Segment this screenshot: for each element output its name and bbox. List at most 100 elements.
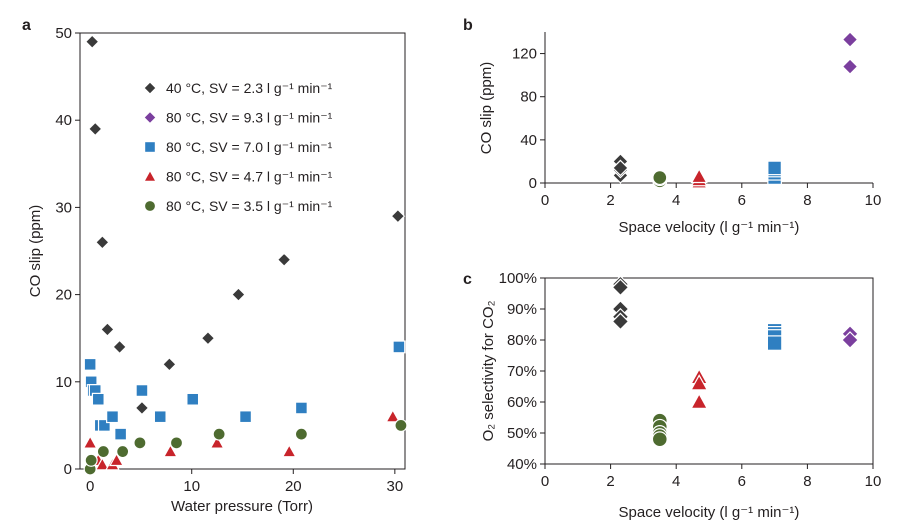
panel-c-x-tick-label: 10 xyxy=(865,473,882,490)
panel-a-point-s40 xyxy=(112,339,127,355)
panel-a-frame xyxy=(79,32,406,470)
panel-b-x-tick-label: 6 xyxy=(738,192,746,209)
panel-b-y-tick-label: 40 xyxy=(520,132,537,149)
panel-a-x-label: Water pressure (Torr) xyxy=(171,498,313,515)
panel-a-y-tick-label: 10 xyxy=(55,374,72,391)
panel-b-x-tick-label: 10 xyxy=(865,192,882,209)
panel-a-point-s47 xyxy=(82,435,98,449)
panel-a-point-s47 xyxy=(385,408,401,423)
panel-b-y-label: CO slip (ppm) xyxy=(478,62,495,155)
panel-c-y-tick-label: 60% xyxy=(507,394,537,411)
panel-c-y-tick-label: 90% xyxy=(507,301,537,318)
panel-a-y-tick-label: 50 xyxy=(55,25,72,42)
panel-a-point-s47 xyxy=(109,452,125,467)
panel-a-point-s40 xyxy=(100,322,115,337)
legend-marker-s47 xyxy=(142,169,158,182)
panel-b-x-tick-label: 0 xyxy=(541,192,549,209)
panel-b-point-s70 xyxy=(767,160,782,176)
panel-a-point-s70 xyxy=(186,392,200,406)
legend-marker-s70 xyxy=(144,141,157,154)
panel-b-x-tick-label: 8 xyxy=(803,192,811,209)
panel-b-x-tick-label: 4 xyxy=(672,192,680,209)
legend-label-s93: 80 °C, SV = 9.3 l g⁻¹ min⁻¹ xyxy=(166,110,333,126)
panel-b-point-s93 xyxy=(841,58,859,75)
panel-a-point-s40 xyxy=(162,357,177,372)
panel-a-point-s40 xyxy=(231,287,246,302)
panel-c-x-tick-label: 2 xyxy=(606,473,614,490)
panel-a-point-s40 xyxy=(134,400,150,416)
legend-label-s47: 80 °C, SV = 4.7 l g⁻¹ min⁻¹ xyxy=(166,169,333,185)
legend-label-s70: 80 °C, SV = 7.0 l g⁻¹ min⁻¹ xyxy=(166,139,333,155)
panel-label-b: b xyxy=(463,17,473,34)
panel-a-point-s35 xyxy=(169,436,184,450)
legend-marker-s35 xyxy=(143,199,157,213)
panel-a-point-s35 xyxy=(212,427,226,441)
panel-a-point-s70 xyxy=(239,410,252,424)
panel-a-point-s70 xyxy=(135,384,149,397)
panel-c-point-s35 xyxy=(651,431,668,448)
panel-a-x-tick-label: 20 xyxy=(285,478,302,495)
panel-b-point-s47 xyxy=(690,167,708,184)
legend-marker-s93 xyxy=(143,110,157,125)
panel-c-y-tick-label: 100% xyxy=(499,270,537,287)
panel-a-point-s70 xyxy=(83,357,97,371)
panel-c-point-s40 xyxy=(611,312,630,331)
panel-a-y-tick-label: 30 xyxy=(55,199,72,216)
panel-a-point-s47 xyxy=(281,443,297,458)
panel-c-y-label: O₂ selectivity for CO₂ xyxy=(480,300,497,441)
panel-b-y-tick-label: 80 xyxy=(520,89,537,106)
panel-c-x-tick-label: 8 xyxy=(803,473,811,490)
panel-a-point-s35 xyxy=(84,453,98,467)
panel-a-y-tick-label: 40 xyxy=(55,112,72,129)
panel-b-y-tick-label: 0 xyxy=(529,175,537,192)
panel-a-point-s35 xyxy=(96,444,110,459)
panel-a-point-s47 xyxy=(209,435,225,449)
panel-label-c: c xyxy=(463,271,472,288)
panel-a-point-s40 xyxy=(200,330,216,346)
panel-c-point-s47 xyxy=(690,392,709,409)
panel-c-y-tick-label: 80% xyxy=(507,332,537,349)
legend-marker-s40 xyxy=(143,81,157,95)
panel-c-point-s47 xyxy=(690,374,709,391)
panel-b-point-s40 xyxy=(612,159,629,177)
panel-b-point-s93 xyxy=(841,31,859,48)
legend-label-s35: 80 °C, SV = 3.5 l g⁻¹ min⁻¹ xyxy=(166,198,333,214)
panel-label-a: a xyxy=(22,17,31,34)
panel-a-x-tick-label: 10 xyxy=(183,478,200,495)
panel-a-point-s70 xyxy=(106,410,119,424)
panel-b-y-tick-label: 120 xyxy=(512,46,537,63)
panel-c-frame xyxy=(544,277,874,465)
panel-c-point-s40 xyxy=(611,278,630,297)
panel-c-x-label: Space velocity (l g⁻¹ min⁻¹) xyxy=(619,504,800,521)
panel-b-x-tick-label: 2 xyxy=(606,192,614,209)
panel-a-point-s70 xyxy=(97,418,111,432)
panel-a-y-tick-label: 20 xyxy=(55,287,72,304)
panel-a-x-tick-label: 30 xyxy=(387,478,404,495)
panel-a-point-s35 xyxy=(133,436,147,450)
panel-a-x-tick-label: 0 xyxy=(86,478,94,495)
panel-a-point-s70 xyxy=(153,410,167,424)
panel-c-x-tick-label: 6 xyxy=(738,473,746,490)
panel-a-point-s70 xyxy=(294,401,308,415)
panel-a-point-s70 xyxy=(91,392,105,406)
panel-a-point-s40 xyxy=(94,234,110,250)
panel-c-x-tick-label: 0 xyxy=(541,473,549,490)
panel-a-point-s47 xyxy=(94,456,110,471)
panel-c-x-tick-label: 4 xyxy=(672,473,680,490)
panel-a-point-s35 xyxy=(116,444,130,459)
panel-a-y-label: CO slip (ppm) xyxy=(27,205,44,298)
legend-label-s40: 40 °C, SV = 2.3 l g⁻¹ min⁻¹ xyxy=(166,80,333,96)
panel-a-point-s47 xyxy=(162,443,178,458)
legend: 40 °C, SV = 2.3 l g⁻¹ min⁻¹ 80 °C, SV = 9… xyxy=(142,80,333,214)
panel-a-y-tick-label: 0 xyxy=(64,461,72,478)
panel-c-point-s70 xyxy=(766,335,783,351)
panel-c-y-tick-label: 70% xyxy=(507,363,537,380)
panel-a-point-s40 xyxy=(87,121,103,137)
panel-c-y-tick-label: 40% xyxy=(507,456,537,473)
panel-a-point-s35 xyxy=(394,418,408,432)
panel-a-point-s70 xyxy=(114,427,128,441)
panel-a-point-s35 xyxy=(294,427,308,441)
panel-a-point-s40 xyxy=(84,34,100,50)
panel-b-point-s35 xyxy=(652,170,668,186)
